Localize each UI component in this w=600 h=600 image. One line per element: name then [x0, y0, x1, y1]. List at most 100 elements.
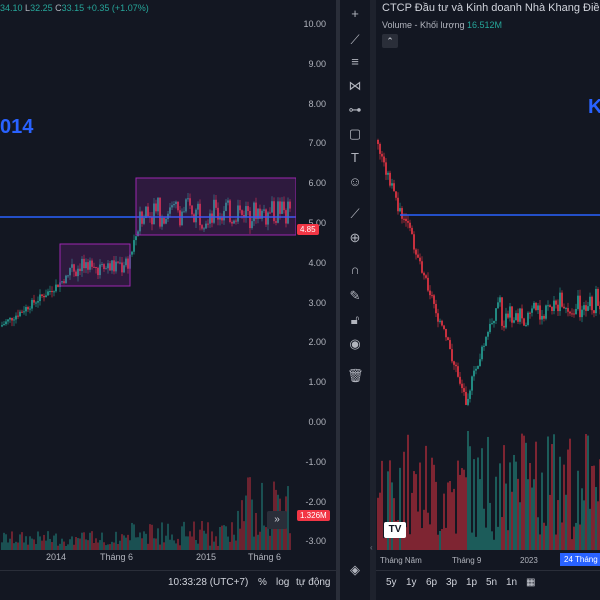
- pane-divider[interactable]: [336, 0, 340, 600]
- range-box-1: [59, 243, 131, 287]
- fib-icon[interactable]: ≡: [351, 54, 359, 69]
- volume-bar: [125, 537, 127, 550]
- right-price-chart[interactable]: [376, 0, 600, 552]
- range-1n[interactable]: 1n: [506, 577, 518, 588]
- symbol-title[interactable]: CTCP Đầu tư và Kinh doanh Nhà Khang Điền: [382, 2, 600, 14]
- time-axis[interactable]: 2014 Tháng 6 2015 Tháng 6: [0, 552, 296, 568]
- volume-bar: [265, 527, 267, 550]
- candle-body: [81, 258, 83, 272]
- candle-body: [131, 251, 133, 255]
- y-axis-label: 6.00: [308, 178, 326, 189]
- r-volume-bar: [507, 530, 509, 550]
- candle-body: [279, 201, 281, 214]
- r-candle-body: [539, 305, 541, 320]
- r-candle-body: [385, 162, 387, 175]
- lock-draw-icon[interactable]: ✎: [349, 288, 361, 303]
- r-volume-bar: [447, 482, 449, 550]
- range-1p[interactable]: 1p: [466, 577, 478, 588]
- r-candle-body: [383, 156, 385, 163]
- candle-body: [31, 299, 33, 309]
- range-1y[interactable]: 1y: [406, 577, 417, 588]
- log-toggle[interactable]: log: [276, 577, 290, 588]
- percent-toggle[interactable]: %: [258, 577, 267, 588]
- volume-bar: [191, 536, 193, 550]
- range-5y[interactable]: 5y: [386, 577, 397, 588]
- r-volume-bar: [389, 460, 391, 550]
- layers-icon[interactable]: ◈: [350, 562, 360, 577]
- candle-body: [237, 205, 239, 222]
- range-6p[interactable]: 6p: [426, 577, 438, 588]
- volume-bar: [139, 532, 141, 550]
- volume-bar: [121, 534, 123, 550]
- trash-icon[interactable]: 🗑︎: [347, 368, 364, 383]
- year-watermark: 014: [0, 116, 34, 138]
- volume-bar: [237, 510, 239, 550]
- x-label-thang6-a: Tháng 6: [100, 552, 134, 562]
- volume-bar: [249, 477, 251, 550]
- candle-body: [257, 208, 259, 219]
- range-5n[interactable]: 5n: [486, 577, 498, 588]
- volume-bar: [9, 538, 11, 550]
- clock-label[interactable]: 10:33:28 (UTC+7): [168, 577, 249, 588]
- volume-bar: [105, 545, 107, 550]
- left-price-chart[interactable]: [0, 0, 296, 552]
- r-candle-body: [413, 234, 415, 250]
- r-candle-body: [379, 143, 381, 154]
- text-icon[interactable]: T: [351, 150, 359, 165]
- zoom-icon[interactable]: ⊕: [349, 230, 361, 245]
- tradingview-logo[interactable]: TV: [384, 522, 406, 538]
- forecast-icon[interactable]: ⊶: [348, 102, 362, 117]
- r-volume-bar: [383, 538, 385, 550]
- r-volume-bar: [427, 512, 429, 550]
- r-volume-bar: [463, 469, 465, 550]
- r-candle-body: [577, 295, 579, 309]
- date-range-icon[interactable]: ▦: [526, 577, 536, 588]
- candle-body: [13, 319, 15, 321]
- ohlc-open: 34.10: [0, 3, 23, 13]
- price-axis[interactable]: 10.00 9.00 8.00 7.00 6.00 5.00 4.00 3.00 2.00 1.0…: [296, 0, 336, 560]
- r-volume-bar: [439, 530, 441, 550]
- lock-icon[interactable]: 🔓︎: [350, 312, 360, 327]
- r-volume-bar: [525, 442, 527, 550]
- crosshair-icon[interactable]: +: [351, 6, 359, 21]
- left-chart-pane[interactable]: 34.10 L32.25 C33.15 +0.35 (+1.07%) 014 1…: [0, 0, 336, 600]
- emoji-icon[interactable]: ☺: [348, 174, 362, 189]
- right-chart-pane[interactable]: CTCP Đầu tư và Kinh doanh Nhà Khang Điền…: [376, 0, 600, 600]
- volume-bar: [35, 544, 37, 550]
- r-volume-bar: [471, 532, 473, 550]
- candle-body: [101, 264, 103, 266]
- shapes-icon[interactable]: ▢: [348, 126, 362, 141]
- volume-bar: [205, 533, 207, 550]
- volume-bar: [217, 545, 219, 550]
- scroll-to-end-button[interactable]: »: [267, 511, 287, 529]
- ohlc-low-label: L: [25, 3, 31, 13]
- pattern-icon[interactable]: ⋈: [348, 78, 362, 93]
- candle-body: [175, 201, 177, 204]
- collapse-arrow-icon[interactable]: ‹: [370, 543, 373, 552]
- r-volume-bar: [559, 456, 561, 550]
- volume-bar: [137, 537, 139, 550]
- r-volume-bar: [403, 451, 405, 550]
- candle-body: [213, 199, 215, 223]
- auto-toggle[interactable]: tự động: [296, 577, 331, 588]
- r-volume-bar: [557, 500, 559, 550]
- volume-bar: [271, 516, 273, 550]
- trendline-icon[interactable]: ⟋: [350, 32, 360, 47]
- magnet-icon[interactable]: ∩: [350, 262, 360, 277]
- volume-bar: [133, 524, 135, 550]
- candle-body: [25, 307, 27, 312]
- r-volume-bar: [377, 497, 379, 550]
- volume-bar: [77, 538, 79, 550]
- r-volume-bar: [585, 434, 587, 550]
- range-3p[interactable]: 3p: [446, 577, 458, 588]
- ruler-icon[interactable]: ⟋: [350, 206, 360, 221]
- r-volume-bar: [437, 534, 439, 550]
- r-volume-bar: [577, 470, 579, 550]
- volume-bar: [123, 535, 125, 550]
- volume-bar: [261, 482, 263, 550]
- collapse-legend-button[interactable]: ⌃: [382, 34, 398, 48]
- candle-body: [47, 291, 49, 296]
- candle-body: [7, 319, 9, 322]
- eye-icon[interactable]: ◉: [349, 336, 361, 351]
- volume-bar: [227, 536, 229, 550]
